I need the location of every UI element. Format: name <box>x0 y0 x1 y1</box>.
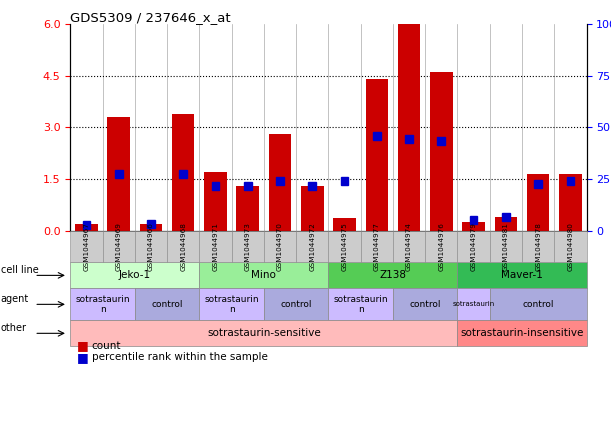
Bar <box>140 224 163 231</box>
Text: control: control <box>409 300 441 309</box>
Bar <box>204 172 227 231</box>
Text: control: control <box>152 300 183 309</box>
Bar <box>244 182 252 190</box>
Text: GSM1044975: GSM1044975 <box>342 222 348 271</box>
Bar <box>341 176 348 185</box>
Bar <box>470 216 477 224</box>
Text: ■: ■ <box>76 339 88 352</box>
Bar <box>309 182 316 190</box>
Text: ■: ■ <box>76 351 88 364</box>
Text: sotrastaurin
n: sotrastaurin n <box>75 295 130 314</box>
Text: GSM1044979: GSM1044979 <box>470 222 477 271</box>
Bar <box>172 113 194 231</box>
Bar <box>365 79 388 231</box>
Text: GSM1044971: GSM1044971 <box>213 222 219 271</box>
Text: GSM1044968: GSM1044968 <box>180 222 186 271</box>
Text: GSM1044976: GSM1044976 <box>438 222 444 271</box>
Bar <box>301 186 324 231</box>
Bar <box>502 213 510 221</box>
Bar <box>405 135 413 143</box>
Text: GSM1044981: GSM1044981 <box>503 222 509 271</box>
Text: sotrastaurin
n: sotrastaurin n <box>204 295 259 314</box>
Bar <box>494 217 517 231</box>
Bar <box>82 220 90 229</box>
Text: control: control <box>280 300 312 309</box>
Bar <box>437 137 445 145</box>
Text: other: other <box>1 323 27 333</box>
Text: GSM1044978: GSM1044978 <box>535 222 541 271</box>
Bar <box>269 134 291 231</box>
Bar <box>566 176 574 185</box>
Text: GSM1044973: GSM1044973 <box>245 222 251 271</box>
Bar <box>398 24 420 231</box>
Bar <box>534 180 542 188</box>
Text: cell line: cell line <box>1 265 38 275</box>
Bar <box>373 132 381 140</box>
Bar <box>527 174 549 231</box>
Text: GSM1044966: GSM1044966 <box>148 222 154 271</box>
Text: Maver-1: Maver-1 <box>501 270 543 280</box>
Bar <box>75 224 98 231</box>
Text: Jeko-1: Jeko-1 <box>119 270 151 280</box>
Text: control: control <box>522 300 554 309</box>
Text: agent: agent <box>1 294 29 304</box>
Bar <box>333 219 356 231</box>
Bar <box>180 170 187 178</box>
Text: GSM1044969: GSM1044969 <box>115 222 122 271</box>
Text: sotrastaurin-insensitive: sotrastaurin-insensitive <box>460 328 584 338</box>
Bar <box>147 220 155 228</box>
Bar <box>559 174 582 231</box>
Text: GSM1044972: GSM1044972 <box>309 222 315 271</box>
Text: sotrastaurin: sotrastaurin <box>453 301 495 308</box>
Text: GSM1044970: GSM1044970 <box>277 222 283 271</box>
Text: Mino: Mino <box>252 270 276 280</box>
Text: GSM1044967: GSM1044967 <box>83 222 89 271</box>
Text: count: count <box>92 341 121 351</box>
Bar <box>236 186 259 231</box>
Text: sotrastaurin-sensitive: sotrastaurin-sensitive <box>207 328 321 338</box>
Text: GSM1044977: GSM1044977 <box>374 222 380 271</box>
Bar <box>108 117 130 231</box>
Text: GDS5309 / 237646_x_at: GDS5309 / 237646_x_at <box>70 11 231 24</box>
Text: GSM1044974: GSM1044974 <box>406 222 412 271</box>
Text: sotrastaurin
n: sotrastaurin n <box>334 295 388 314</box>
Bar <box>463 222 485 231</box>
Bar <box>430 72 453 231</box>
Bar <box>276 176 284 185</box>
Bar <box>211 182 219 190</box>
Bar <box>115 170 123 178</box>
Text: GSM1044980: GSM1044980 <box>568 222 574 271</box>
Text: Z138: Z138 <box>379 270 406 280</box>
Text: percentile rank within the sample: percentile rank within the sample <box>92 352 268 363</box>
